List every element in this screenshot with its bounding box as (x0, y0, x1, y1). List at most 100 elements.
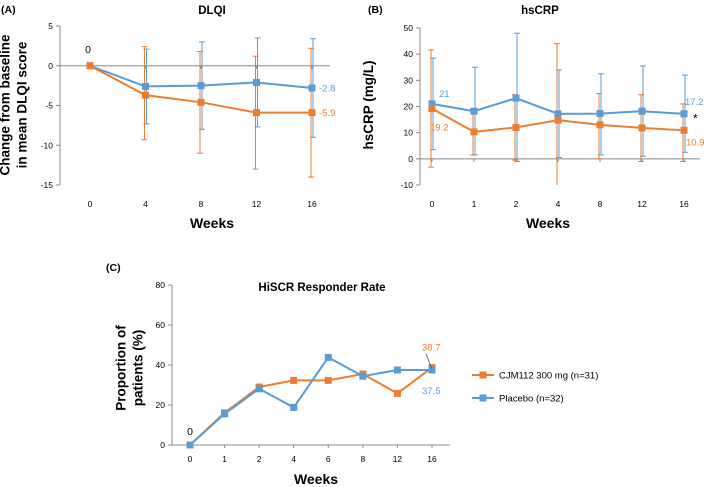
x-tick-label: 12 (637, 199, 647, 209)
data-point (142, 91, 149, 99)
y-axis-label: Change from baseline (0, 34, 13, 176)
x-tick-label: 8 (598, 199, 603, 209)
data-point (197, 98, 205, 106)
x-tick-label: 8 (199, 199, 204, 209)
data-point (253, 78, 260, 86)
y-tick-label: 60 (156, 320, 166, 330)
data-point (638, 124, 646, 132)
legend-label: CJM112 300 mg (n=31) (499, 371, 598, 382)
y-tick-label: -15 (41, 180, 54, 190)
data-point (428, 100, 436, 108)
data-point (428, 366, 436, 374)
data-label: 0 (85, 44, 91, 56)
x-tick-label: 6 (326, 454, 331, 464)
x-tick-label: 12 (252, 199, 262, 209)
x-tick-label: 16 (679, 199, 689, 209)
data-point (308, 84, 316, 92)
x-tick-label: 4 (556, 199, 561, 209)
data-point (470, 107, 478, 115)
data-label: 37.5 (422, 386, 441, 397)
data-point (554, 110, 562, 118)
data-label: -5.9 (319, 108, 335, 119)
x-tick-label: 0 (188, 454, 193, 464)
x-tick-label: 4 (143, 199, 148, 209)
y-axis-label: patients (%) (131, 330, 146, 407)
x-tick-label: 0 (88, 199, 93, 209)
data-point (253, 109, 260, 117)
x-axis-label: Weeks (526, 215, 570, 231)
data-point (680, 110, 688, 118)
data-point (393, 366, 401, 374)
y-tick-label: 40 (156, 360, 166, 370)
data-label: 19.2 (430, 123, 449, 134)
x-axis-label: Weeks (190, 215, 234, 231)
x-tick-label: 2 (257, 454, 262, 464)
y-tick-label: 40 (404, 49, 414, 59)
data-point (255, 385, 263, 393)
y-tick-label: -10 (401, 180, 414, 190)
data-point (290, 376, 298, 384)
data-label: 10.9 (686, 137, 705, 148)
legend: CJM112 300 mg (n=31) Placebo (n=32) (472, 371, 598, 405)
data-point (512, 123, 520, 131)
series-line (189, 366, 433, 446)
series-line (189, 356, 432, 446)
x-tick-label: 2 (514, 199, 519, 209)
legend-swatch-marker (479, 394, 487, 402)
x-tick-label: 16 (307, 199, 317, 209)
data-point (324, 376, 332, 384)
data-point (308, 109, 316, 117)
y-tick-label: 0 (48, 61, 53, 71)
data-point (359, 372, 367, 380)
data-point (142, 82, 149, 90)
data-point (324, 353, 332, 361)
y-tick-label: 20 (404, 102, 414, 112)
data-label: 38.7 (422, 343, 441, 354)
y-tick-label: -5 (45, 101, 53, 111)
data-point (512, 94, 520, 102)
y-tick-label: 50 (404, 23, 414, 33)
panel-label: (A) (1, 4, 16, 16)
data-point (470, 128, 478, 136)
panel-label: (C) (106, 262, 121, 274)
x-tick-label: 8 (360, 454, 365, 464)
data-label: 17.2 (685, 97, 704, 108)
data-point (638, 107, 646, 115)
legend-swatch-marker (479, 371, 487, 379)
data-point (554, 116, 562, 124)
y-tick-label: 5 (48, 21, 53, 31)
y-tick-label: 20 (156, 400, 166, 410)
y-tick-label: 10 (404, 128, 414, 138)
x-tick-label: 16 (427, 454, 437, 464)
y-axis-label: Proportion of (114, 325, 129, 411)
chart-title: DLQI (198, 5, 225, 17)
y-tick-label: 0 (160, 440, 165, 450)
panel-label: (B) (368, 4, 383, 16)
chart-title: HiSCR Responder Rate (258, 282, 385, 294)
data-label: 21 (439, 89, 450, 100)
y-axis-label: in mean DLQI score (15, 41, 30, 168)
data-point (428, 105, 436, 113)
x-axis-label: Weeks (294, 471, 338, 487)
x-tick-label: 0 (430, 199, 435, 209)
data-point (86, 62, 94, 70)
legend-label: Placebo (n=32) (499, 394, 564, 405)
x-tick-label: 1 (222, 454, 227, 464)
x-tick-label: 4 (291, 454, 296, 464)
data-point (186, 441, 194, 449)
data-point (197, 82, 205, 90)
data-point (596, 110, 604, 118)
data-point (221, 410, 229, 418)
data-point (596, 121, 604, 129)
x-tick-label: 1 (472, 199, 477, 209)
data-label: * (693, 111, 698, 125)
y-axis-label: hsCRP (mg/L) (361, 60, 376, 149)
chart-panel-1: (A) DLQI 5 0 -5 -10 -15 0 4 8 12 16 Weeks Change from… (0, 4, 335, 231)
y-tick-label: -10 (41, 140, 54, 150)
y-tick-label: 80 (156, 280, 166, 290)
data-point (393, 389, 401, 397)
x-tick-label: 12 (393, 454, 403, 464)
